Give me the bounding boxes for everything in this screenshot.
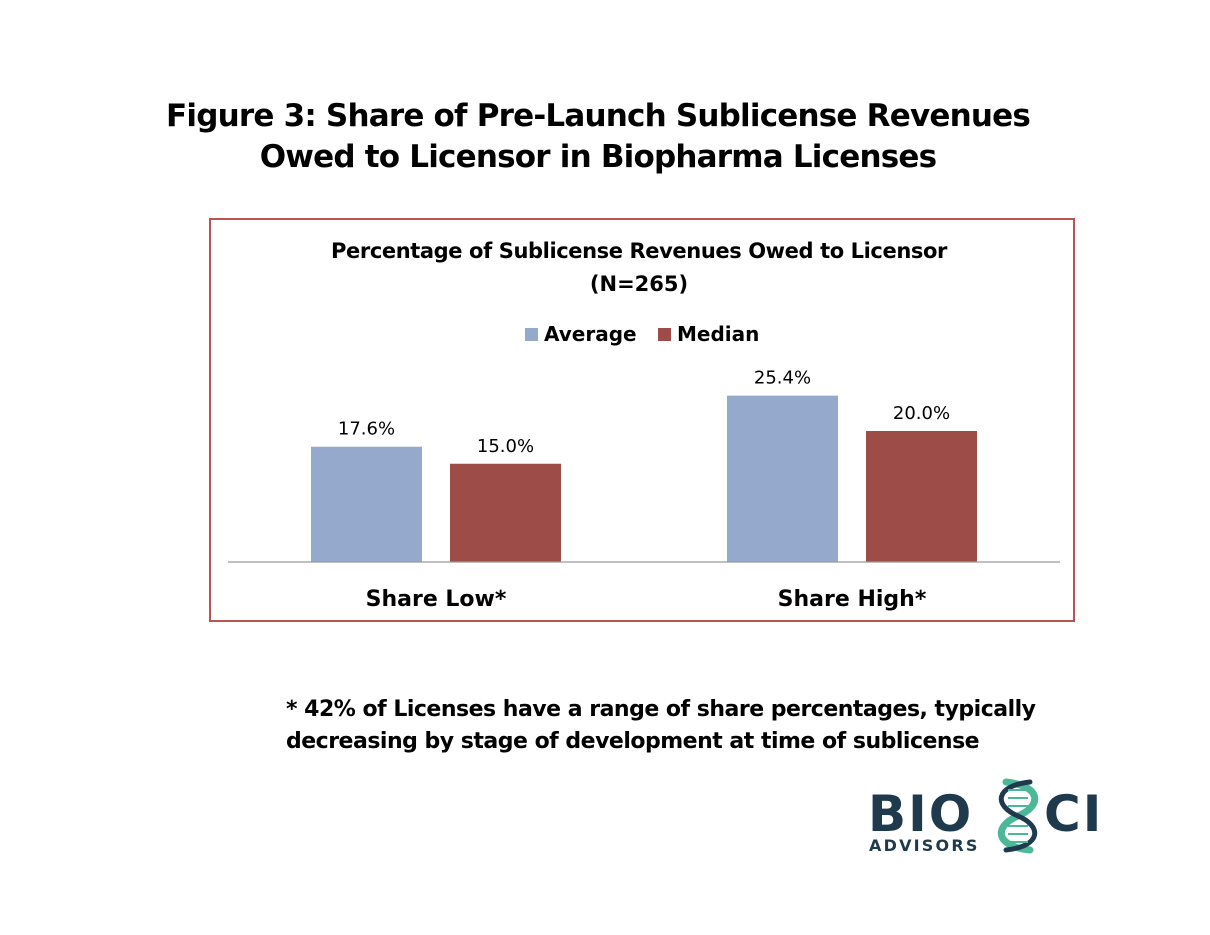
footnote-line-1: * 42% of Licenses have a range of share … bbox=[286, 697, 1036, 722]
chart-title-line-1: Percentage of Sublicense Revenues Owed t… bbox=[331, 239, 948, 263]
legend-swatch-median bbox=[658, 328, 671, 341]
data-label-median-share-low: 15.0% bbox=[477, 436, 534, 457]
figure-title-line-1: Figure 3: Share of Pre-Launch Sublicense… bbox=[166, 98, 1031, 134]
data-label-median-share-high: 20.0% bbox=[893, 403, 950, 424]
bar-median-share-low bbox=[450, 463, 561, 562]
bar-average-share-high bbox=[727, 395, 838, 562]
chart-title-line-2: (N=265) bbox=[590, 272, 688, 296]
chart-bars: 17.6% 15.0% 25.4% 20.0% bbox=[311, 368, 977, 562]
bar-chart: Percentage of Sublicense Revenues Owed t… bbox=[228, 239, 1060, 612]
legend-swatch-average bbox=[525, 328, 538, 341]
category-labels: Share Low* Share High* bbox=[366, 587, 927, 612]
data-label-average-share-high: 25.4% bbox=[754, 368, 811, 389]
dna-helix-icon bbox=[997, 778, 1039, 854]
footnote-line-2: decreasing by stage of development at ti… bbox=[286, 729, 980, 754]
bar-median-share-high bbox=[866, 431, 977, 562]
category-label-share-low: Share Low* bbox=[366, 587, 507, 612]
bar-average-share-low bbox=[311, 446, 422, 562]
logo-subtitle: ADVISORS bbox=[869, 836, 980, 855]
chart-legend: Average Median bbox=[525, 322, 759, 346]
legend-label-median: Median bbox=[677, 322, 759, 346]
bio-sci-logo: BIO CI ADVISORS bbox=[868, 778, 1103, 855]
footnote: * 42% of Licenses have a range of share … bbox=[286, 694, 1046, 758]
logo-word-bio: BIO bbox=[868, 785, 973, 843]
logo-word-ci: CI bbox=[1044, 785, 1103, 843]
figure-title-line-2: Owed to Licensor in Biopharma Licenses bbox=[259, 139, 937, 175]
data-label-average-share-low: 17.6% bbox=[338, 419, 395, 440]
figure-title: Figure 3: Share of Pre-Launch Sublicense… bbox=[100, 96, 1096, 178]
legend-label-average: Average bbox=[544, 322, 637, 346]
chart-frame: Percentage of Sublicense Revenues Owed t… bbox=[209, 218, 1075, 622]
category-label-share-high: Share High* bbox=[778, 587, 927, 612]
